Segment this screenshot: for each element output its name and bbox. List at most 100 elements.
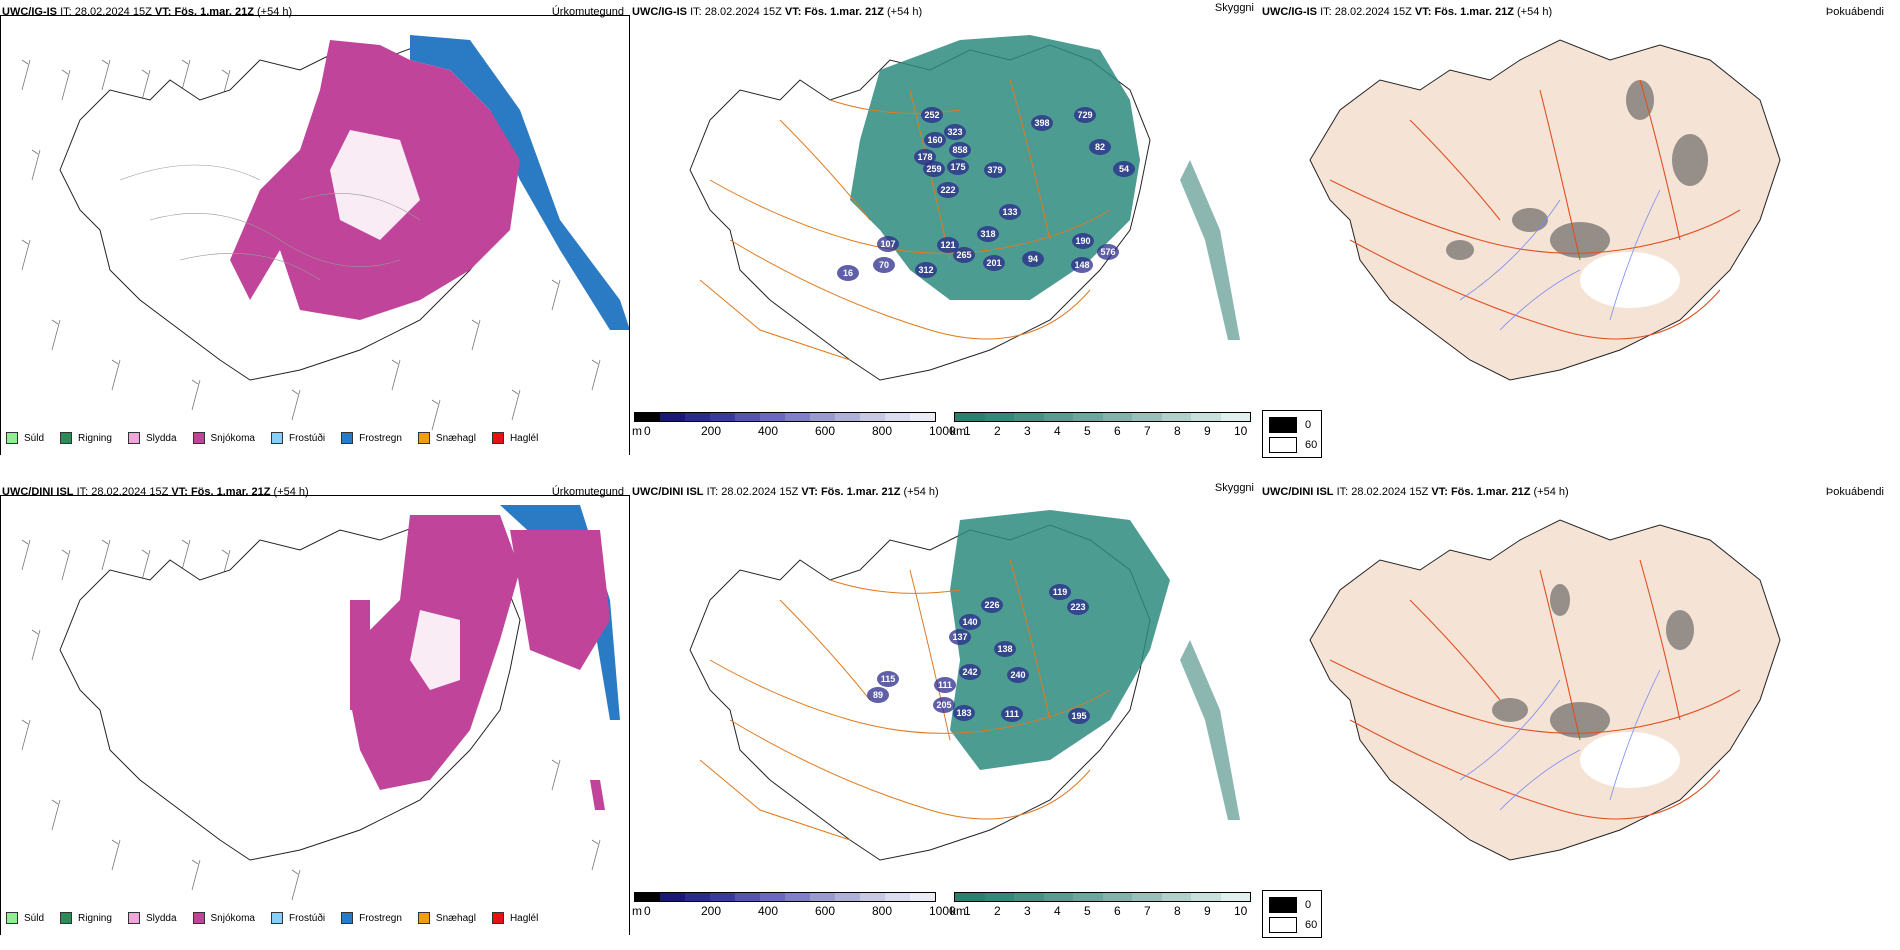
cloud-base-label: 148 [1074, 260, 1089, 270]
legend-label: Haglél [509, 432, 539, 444]
legend-label: Snæhagl [435, 432, 476, 444]
colorbar-segment [760, 893, 785, 901]
legend-item: Snæhagl [417, 912, 476, 924]
colorbar-segment [1161, 413, 1191, 421]
colorbar-tick: 2 [994, 904, 1001, 918]
cloud-base-label: 140 [962, 617, 977, 627]
cloud-base-blob [1071, 257, 1093, 273]
map-title: UWC/DINI ISL IT: 28.02.2024 15Z VT: Fös.… [1262, 486, 1569, 498]
map-title: UWC/IG-IS IT: 28.02.2024 15Z VT: Fös. 1.… [1262, 6, 1553, 18]
legend-item: Súld [6, 912, 44, 924]
snow-hole [330, 130, 420, 240]
cloud-base-blob [977, 226, 999, 242]
colorbar-segment [1014, 413, 1044, 421]
cloud-base-blob [867, 687, 889, 703]
colorbar-segment [835, 413, 860, 421]
cloud-base-blob [953, 705, 975, 721]
legend-swatch [491, 432, 504, 444]
cloud-base-label: 201 [986, 258, 1001, 268]
legend-swatch [417, 912, 430, 924]
colorbar-segment [1043, 893, 1073, 901]
colorbar-segment [1043, 413, 1073, 421]
colorbar-tick: 600 [815, 424, 836, 438]
colorbar-segment [710, 893, 735, 901]
colorbar-tick: 1000 [929, 424, 956, 438]
cloud-base-blob [837, 265, 859, 281]
legend-swatch [491, 912, 504, 924]
cloud-base-blob [1049, 584, 1071, 600]
cloud-base-blob [937, 237, 959, 253]
cloud-base-blob [1031, 115, 1053, 131]
panel-type-label: Skyggni [1214, 482, 1254, 494]
legend-label: Rigning [78, 432, 112, 444]
cloud-base-blob [914, 149, 936, 165]
legend-label: Frostúði [288, 432, 326, 444]
legend-swatch [60, 432, 73, 444]
fog-roads [1329, 559, 1741, 820]
snow-hole [410, 610, 460, 690]
legend-label: Slydda [145, 912, 177, 924]
colorbar-segment [1220, 893, 1250, 901]
legend-swatch [60, 912, 73, 924]
legend-label: Snjókoma [210, 912, 255, 924]
cloud-base-label: 205 [936, 700, 951, 710]
legend-label: Snjókoma [210, 432, 255, 444]
cloud-base-label: 115 [881, 674, 896, 684]
cloud-base-label: 54 [1119, 164, 1129, 174]
colorbar-segment [760, 413, 785, 421]
colorbar-unit: km [950, 904, 966, 918]
cloud-legend-row1: 0 60 [1262, 410, 1322, 458]
rivers [1459, 669, 1661, 811]
cloud-base-blob [983, 255, 1005, 271]
colorbar-tick: 7 [1144, 904, 1151, 918]
colorbar-segment [1191, 893, 1221, 901]
legend-label: Súld [24, 432, 45, 444]
legend-swatch [127, 912, 140, 924]
low-visibility-streak [1180, 640, 1240, 820]
colorbar-segment [1102, 893, 1132, 901]
cloud-base-blob [873, 257, 895, 273]
cloud-base-label: 223 [1070, 602, 1085, 612]
colorbar-segment [1132, 893, 1162, 901]
legend-item: Snjókoma [192, 912, 255, 924]
wind-barbs [21, 59, 601, 431]
colorbar-segment [910, 413, 935, 421]
precip-type-map [21, 505, 620, 901]
cloud-base-blob [924, 132, 946, 148]
cloud-base-label: 226 [984, 600, 999, 610]
cloud-base-blob [1113, 161, 1135, 177]
colorbar-segment [810, 413, 835, 421]
legend-swatch [192, 912, 205, 924]
colorbar-unit: km [950, 424, 966, 438]
legend-swatch [341, 912, 354, 924]
colorbar-tick: 1 [964, 424, 971, 438]
legend-swatch [6, 432, 18, 444]
colorbar-tick: 8 [1174, 904, 1181, 918]
wind-barbs [21, 539, 601, 901]
legend-label: Frostúði [288, 912, 326, 924]
colorbar-segment [685, 413, 710, 421]
legend-item: Slydda [127, 912, 177, 924]
colorbar-unit: m [632, 904, 642, 918]
cloud-base-blob [1089, 139, 1111, 155]
fog-map [1309, 519, 1781, 861]
colorbar-tick: 0 [644, 904, 651, 918]
cloud-base-label: 16 [843, 268, 853, 278]
legend-label: Haglél [509, 912, 539, 924]
colorbar-segment [1191, 413, 1221, 421]
legend-item: Rigning [60, 912, 112, 924]
road-network [699, 559, 1111, 841]
precip-legend: Súld Rigning Slydda Snjókoma Frostúði Frostre… [6, 432, 554, 444]
colorbar-tick: 7 [1144, 424, 1151, 438]
colorbar-tick: 6 [1114, 424, 1121, 438]
colorbar-segment [885, 413, 910, 421]
cloud-base-label: 242 [962, 667, 977, 677]
legend-item: Haglél [491, 432, 539, 444]
cloud-base-label: 183 [956, 708, 971, 718]
cloud-base-label: 323 [947, 127, 962, 137]
snow-strip-west [350, 600, 370, 710]
cbar-base: m 0 200 400 600 800 1000 km 1 2 3 4 5 6 7 8 9 10 [632, 412, 1252, 442]
cloud-base-blob [999, 204, 1021, 220]
cloud-base-blob [953, 247, 975, 263]
cloud-base-blob [994, 641, 1016, 657]
